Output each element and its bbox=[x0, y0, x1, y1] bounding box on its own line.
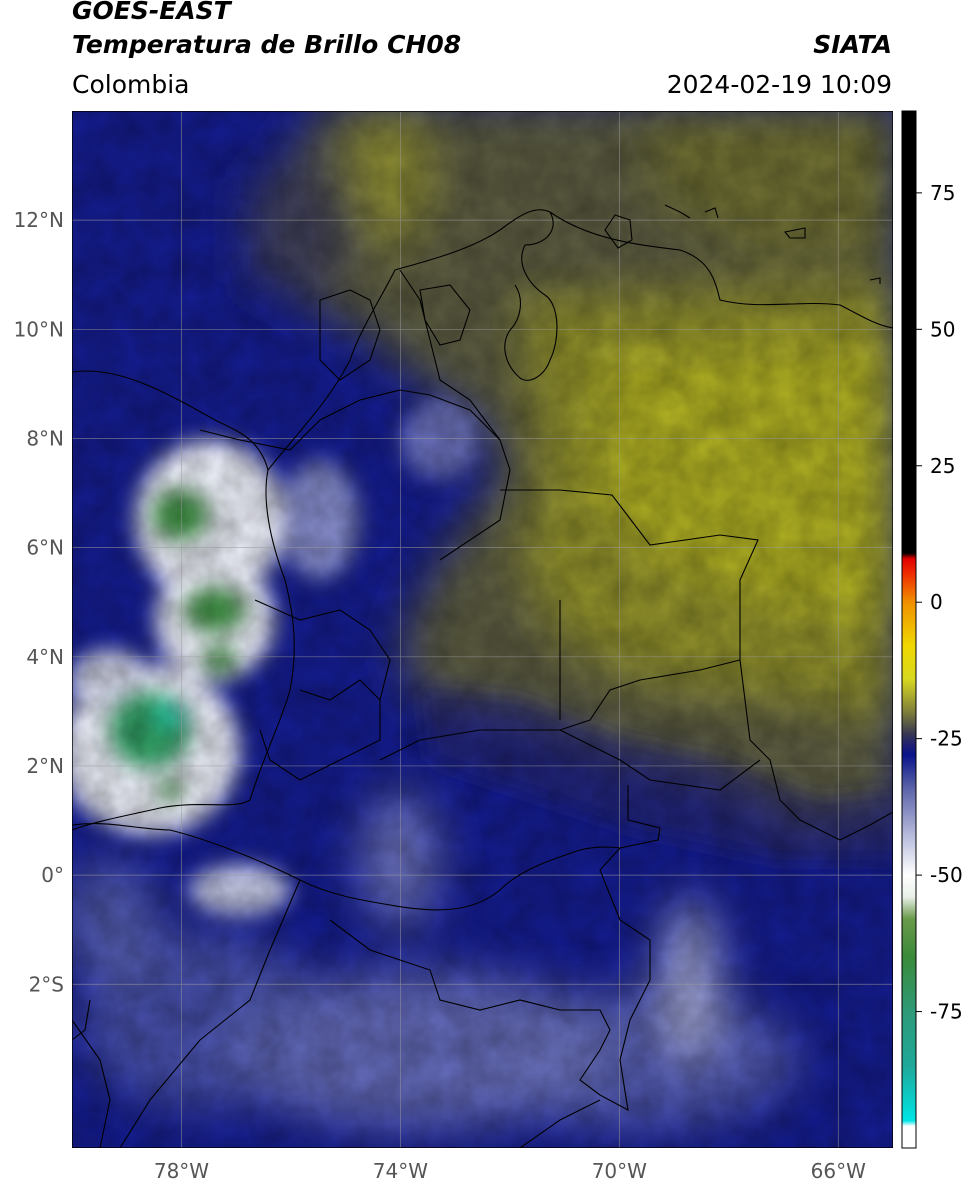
lat-tick-label: 10°N bbox=[14, 317, 64, 341]
title-line-1: GOES-EAST bbox=[72, 0, 231, 25]
graticule bbox=[72, 111, 893, 1148]
colorbar: 75 50 25 0 -25 -50 -75 bbox=[901, 110, 963, 1149]
latitude-tick-labels: 12°N 10°N 8°N 6°N 4°N 2°N 0° 2°S bbox=[14, 208, 64, 996]
colorbar-tick-label: 75 bbox=[930, 181, 955, 205]
lon-tick-label: 70°W bbox=[592, 1159, 647, 1183]
lon-tick-label: 78°W bbox=[154, 1159, 209, 1183]
lat-tick-label: 12°N bbox=[14, 208, 64, 232]
lat-tick-label: 2°S bbox=[29, 972, 64, 996]
region-label: Colombia bbox=[72, 70, 190, 99]
lon-tick-label: 74°W bbox=[373, 1159, 428, 1183]
colorbar-ticks: 75 50 25 0 -25 -50 -75 bbox=[916, 181, 963, 1024]
lat-tick-label: 4°N bbox=[26, 645, 64, 669]
colorbar-tick-label: -50 bbox=[930, 863, 963, 887]
title-line-2: Temperatura de Brillo CH08 bbox=[72, 30, 462, 59]
source-label: SIATA bbox=[813, 30, 892, 59]
colorbar-tick-label: -75 bbox=[930, 1000, 963, 1024]
colorbar-tick-label: -25 bbox=[930, 727, 963, 751]
brightness-temperature-field bbox=[72, 111, 893, 1148]
longitude-tick-labels: 78°W 74°W 70°W 66°W bbox=[154, 1159, 866, 1183]
colorbar-tick-label: 0 bbox=[930, 590, 943, 614]
colorbar-tick-label: 25 bbox=[930, 454, 955, 478]
coastlines-borders bbox=[72, 204, 893, 1148]
lat-tick-label: 0° bbox=[41, 863, 64, 887]
lon-tick-label: 66°W bbox=[811, 1159, 866, 1183]
lat-tick-label: 6°N bbox=[26, 536, 64, 560]
colorbar-tick-label: 50 bbox=[930, 317, 955, 341]
lat-tick-label: 8°N bbox=[26, 426, 64, 450]
lat-tick-label: 2°N bbox=[26, 754, 64, 778]
datetime-label: 2024-02-19 10:09 bbox=[666, 70, 892, 99]
